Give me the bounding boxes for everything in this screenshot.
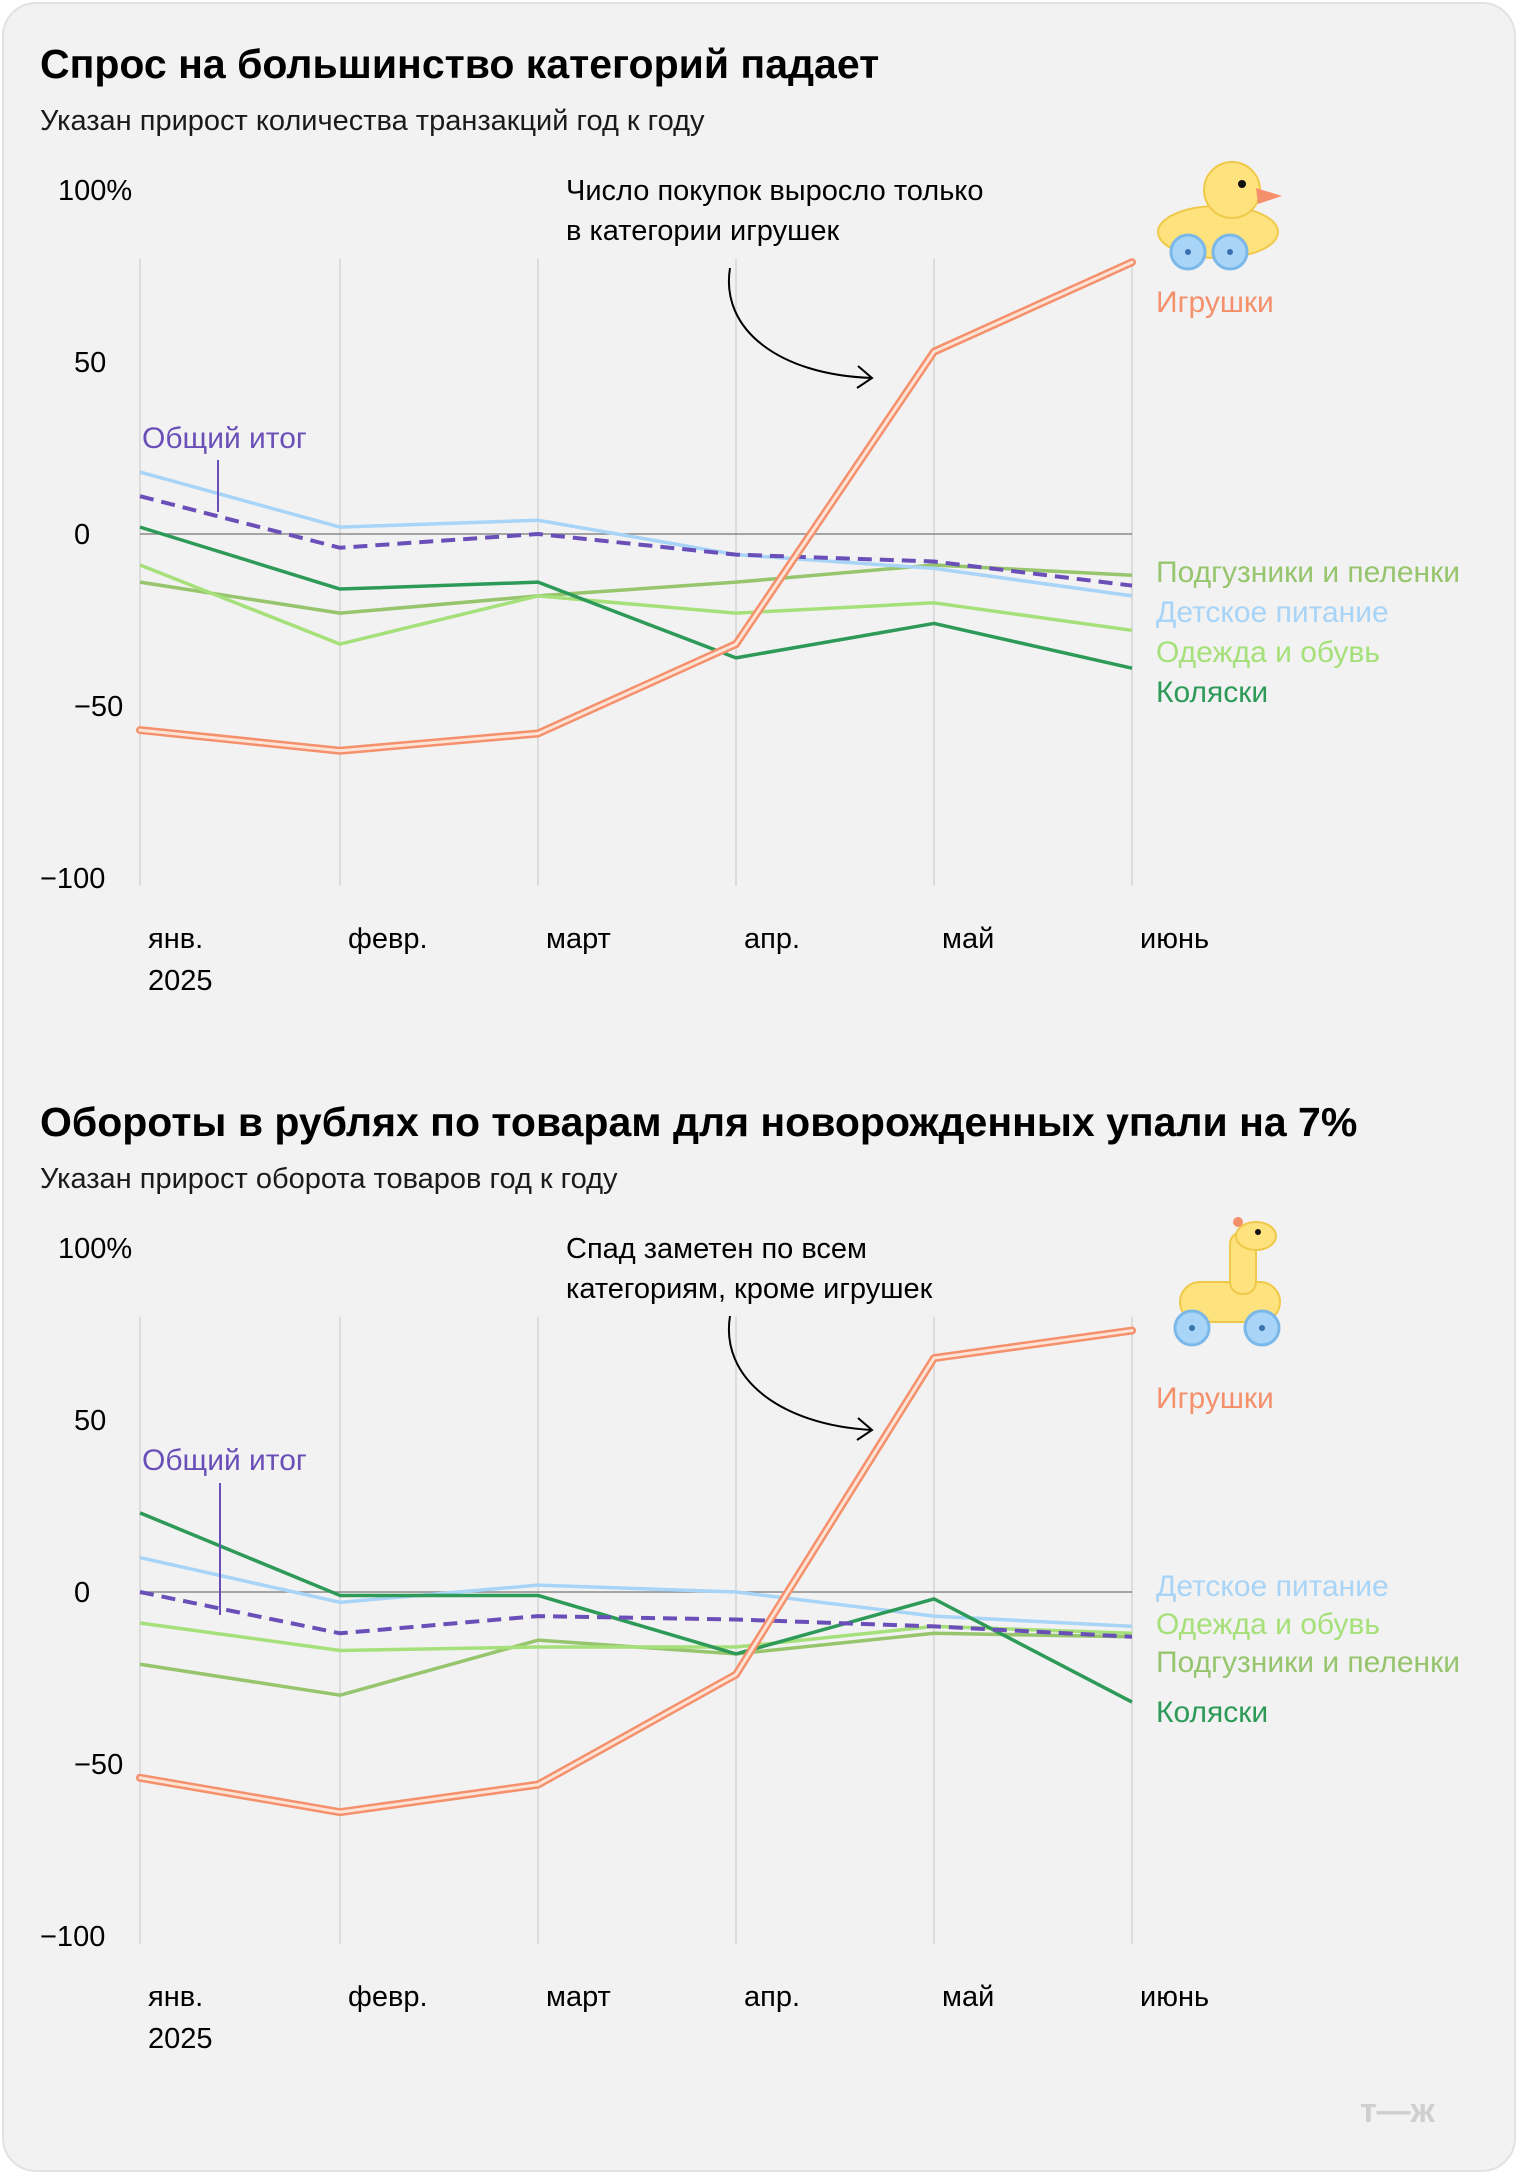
series-line-clothes xyxy=(139,1621,1133,1653)
toy-giraffe-icon xyxy=(1173,1217,1281,1347)
annotation-arrow xyxy=(727,267,873,379)
annotation-text: Число покупок выросло только xyxy=(566,175,983,207)
series-line-total xyxy=(139,1590,1133,1639)
annotation-arrow xyxy=(727,1315,873,1431)
x-tick-label: янв. xyxy=(148,923,203,955)
x-tick-label: июнь xyxy=(1140,1981,1209,2013)
series-line-strollers xyxy=(139,525,1133,670)
x-tick-label: март xyxy=(546,1981,611,2013)
series-label-baby-food: Детское питание xyxy=(1156,1570,1389,1603)
x-tick-label: июнь xyxy=(1140,923,1209,955)
x-tick-label: февр. xyxy=(348,1981,428,2013)
series-label-clothes: Одежда и обувь xyxy=(1156,1608,1380,1641)
series-line-toys-outline xyxy=(136,258,1136,755)
y-tick-label: 50 xyxy=(74,347,106,379)
y-tick-label: 100% xyxy=(58,1233,132,1265)
annotation-arrowhead xyxy=(856,1417,874,1441)
y-tick-label: −100 xyxy=(40,863,105,895)
y-tick-label: 50 xyxy=(74,1405,106,1437)
series-line-clothes xyxy=(139,563,1133,646)
series-label-diapers: Подгузники и пеленки xyxy=(1156,556,1460,589)
y-tick-label: 0 xyxy=(74,1577,90,1609)
x-tick-sublabel: 2025 xyxy=(148,2023,213,2055)
series-label-total: Общий итог xyxy=(142,1444,307,1477)
series-line-diapers xyxy=(139,563,1133,615)
annotation-text: в категории игрушек xyxy=(566,215,839,247)
x-tick-label: май xyxy=(942,1981,994,2013)
x-tick-label: апр. xyxy=(744,923,800,955)
chart-subtitle: Указан прирост количества транзакций год… xyxy=(40,105,705,137)
series-line-baby-food xyxy=(139,470,1133,598)
brand-logo: т—ж xyxy=(1360,2092,1436,2130)
x-tick-label: март xyxy=(546,923,611,955)
y-tick-label: −50 xyxy=(74,1749,123,1781)
series-line-toys xyxy=(138,260,1134,753)
chart-title: Обороты в рублях по товарам для новорожд… xyxy=(40,1099,1357,1145)
y-tick-label: −50 xyxy=(74,691,123,723)
series-label-strollers: Коляски xyxy=(1156,676,1268,709)
x-tick-sublabel: 2025 xyxy=(148,965,213,997)
series-line-toys-outline xyxy=(136,1326,1136,1817)
x-tick-label: апр. xyxy=(744,1981,800,2013)
series-line-strollers xyxy=(139,1511,1133,1704)
annotation-text: Спад заметен по всем xyxy=(566,1233,867,1265)
series-line-toys xyxy=(138,1329,1134,1814)
series-label-baby-food: Детское питание xyxy=(1156,596,1389,629)
x-tick-label: янв. xyxy=(148,1981,203,2013)
x-tick-label: февр. xyxy=(348,923,428,955)
y-tick-label: 0 xyxy=(74,519,90,551)
series-label-toys: Игрушки xyxy=(1156,1382,1274,1415)
chart-panel-transactions: Спрос на большинство категорий падает Ук… xyxy=(40,41,1460,997)
series-label-diapers: Подгузники и пеленки xyxy=(1156,1646,1460,1679)
series-label-toys: Игрушки xyxy=(1156,286,1274,319)
chart-subtitle: Указан прирост оборота товаров год к год… xyxy=(40,1163,618,1195)
series-label-strollers: Коляски xyxy=(1156,1696,1268,1729)
y-tick-label: 100% xyxy=(58,175,132,207)
chart-panel-turnover: Обороты в рублях по товарам для новорожд… xyxy=(40,1099,1460,2055)
annotation-arrowhead xyxy=(856,365,874,389)
x-tick-label: май xyxy=(942,923,994,955)
annotation-text: категориям, кроме игрушек xyxy=(566,1273,933,1305)
chart-title: Спрос на большинство категорий падает xyxy=(40,41,879,87)
y-tick-label: −100 xyxy=(40,1921,105,1953)
series-label-clothes: Одежда и обувь xyxy=(1156,636,1380,669)
series-label-total: Общий итог xyxy=(142,422,307,455)
toy-duck-icon xyxy=(1157,161,1282,271)
